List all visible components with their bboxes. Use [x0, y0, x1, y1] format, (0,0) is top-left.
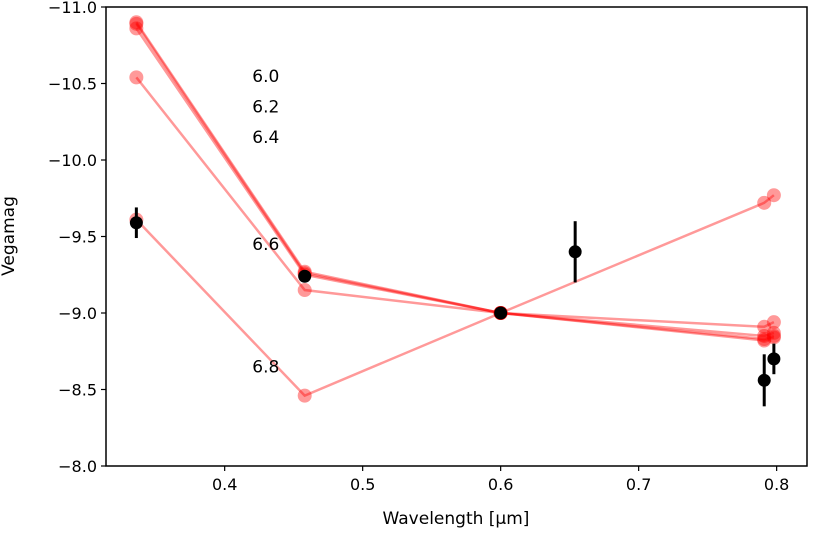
annotation-label: 6.4: [252, 128, 279, 148]
model-line-6.2: [135, 23, 775, 341]
model-point: [129, 21, 144, 36]
model-point: [757, 328, 772, 343]
model-point: [757, 195, 772, 210]
x-tick-label: 0.6: [488, 475, 513, 494]
model-point: [297, 388, 312, 403]
model-point: [757, 319, 772, 334]
model-point: [757, 333, 772, 348]
y-tick-label: −8.0: [58, 457, 97, 476]
observation-point: [298, 269, 312, 283]
plot-frame: [105, 6, 808, 467]
model-point: [766, 315, 781, 330]
x-tick-label: 0.8: [764, 475, 789, 494]
model-point: [766, 325, 781, 340]
model-line-6.4: [135, 27, 775, 338]
model-point: [757, 332, 772, 347]
x-tick-label: 0.5: [350, 475, 375, 494]
annotation-label: 6.8: [252, 358, 279, 378]
model-point: [766, 330, 781, 345]
y-tick-label: −9.0: [58, 304, 97, 323]
model-line-6.6: [135, 76, 775, 329]
y-axis: −11.0 −10.5 −10.0 −9.5 −9.0 −8.5 −8.0: [48, 0, 106, 476]
y-axis-label: Vegamag: [0, 196, 19, 276]
model-series-group: [129, 15, 781, 403]
observation-point: [129, 216, 143, 230]
model-point: [766, 328, 781, 343]
observation-point: [494, 306, 508, 320]
x-tick-label: 0.7: [626, 475, 651, 494]
model-point: [766, 188, 781, 203]
model-point: [297, 283, 312, 298]
annotation-label: 6.0: [252, 67, 279, 87]
model-line-6.0: [135, 21, 775, 342]
y-tick-label: −8.5: [58, 381, 97, 400]
observation-point: [767, 352, 781, 366]
x-tick-label: 0.4: [212, 475, 237, 494]
model-point: [129, 16, 144, 31]
observation-point: [757, 373, 771, 387]
x-axis-label: Wavelength [μm]: [383, 509, 530, 529]
model-line-6.8: [135, 194, 775, 398]
model-point: [129, 70, 144, 85]
annotations-group: 6.0 6.2 6.4 6.6 6.8: [252, 67, 279, 378]
annotation-label: 6.6: [252, 235, 279, 255]
annotation-label: 6.2: [252, 97, 279, 117]
observation-point: [568, 245, 582, 259]
y-tick-label: −10.5: [48, 75, 97, 94]
model-point: [129, 15, 144, 30]
observation-series-group: [129, 207, 781, 407]
y-tick-label: −11.0: [48, 0, 97, 17]
x-axis: 0.4 0.5 0.6 0.7 0.8: [212, 466, 789, 494]
y-tick-label: −9.5: [58, 228, 97, 247]
y-tick-label: −10.0: [48, 151, 97, 170]
